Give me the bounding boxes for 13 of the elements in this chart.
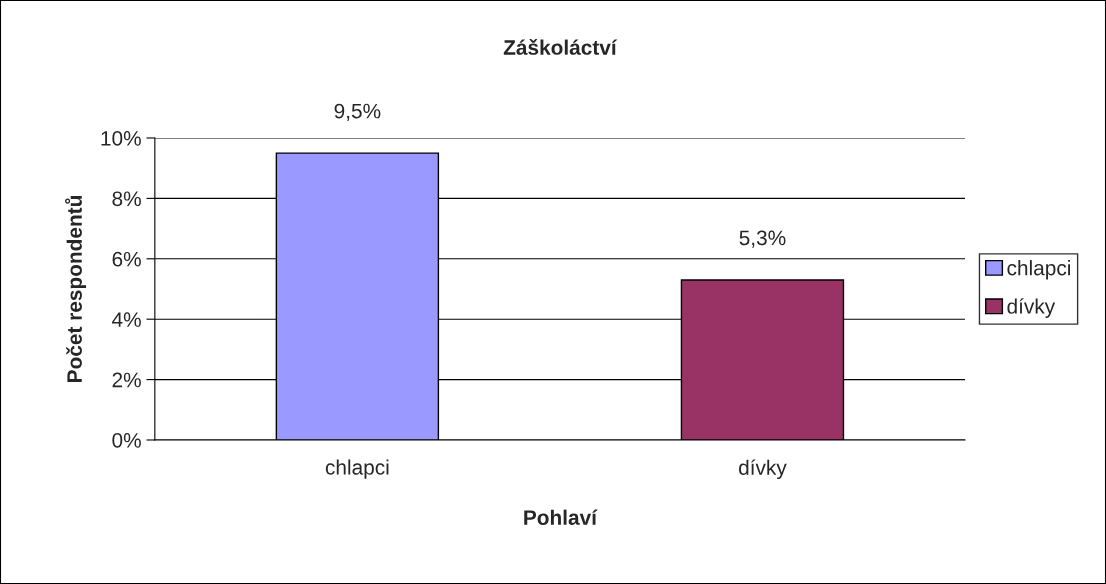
y-tick-label: 10% bbox=[101, 131, 141, 146]
legend-label: chlapci bbox=[1007, 260, 1070, 280]
legend-label: dívky bbox=[1007, 298, 1056, 318]
data-label: 5,3% bbox=[739, 230, 786, 248]
data-label: 9,5% bbox=[334, 103, 381, 121]
y-tick-label: 4% bbox=[112, 312, 141, 327]
y-axis-title: Počet respondentů bbox=[65, 196, 87, 382]
chart-title: Záškoláctví bbox=[503, 39, 618, 55]
y-tick-label: 2% bbox=[112, 372, 141, 388]
x-axis-title: Pohlaví bbox=[524, 509, 598, 525]
y-tick-label: 6% bbox=[112, 251, 141, 267]
y-tick-label: 8% bbox=[112, 191, 141, 207]
y-tick-label: 0% bbox=[112, 432, 141, 448]
